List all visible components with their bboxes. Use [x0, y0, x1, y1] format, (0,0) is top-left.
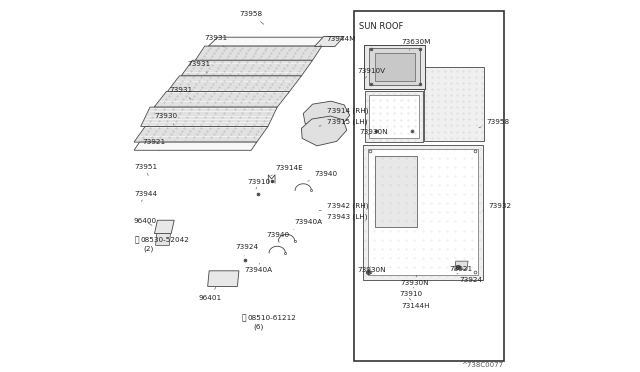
Text: 73958: 73958: [239, 11, 264, 24]
Polygon shape: [363, 145, 483, 280]
Text: ^738C0077: ^738C0077: [461, 362, 503, 368]
Text: 08530-52042: 08530-52042: [141, 237, 189, 243]
Polygon shape: [209, 37, 331, 46]
Text: 73914E: 73914E: [271, 165, 303, 176]
Polygon shape: [454, 261, 468, 270]
Text: 73924: 73924: [235, 244, 259, 256]
Polygon shape: [156, 234, 170, 246]
Text: 73924: 73924: [457, 273, 483, 283]
Polygon shape: [134, 126, 268, 142]
Polygon shape: [365, 91, 424, 142]
Text: 73940A: 73940A: [244, 263, 272, 273]
Text: (2): (2): [143, 245, 154, 252]
Text: 73930N: 73930N: [359, 129, 388, 135]
Text: 73958: 73958: [479, 119, 510, 128]
Polygon shape: [301, 116, 347, 146]
Text: 73630M: 73630M: [401, 39, 431, 50]
Text: Ⓢ: Ⓢ: [135, 236, 140, 245]
Text: 73940: 73940: [308, 171, 338, 181]
Text: 73930N: 73930N: [357, 267, 386, 273]
Text: 73910V: 73910V: [357, 68, 385, 78]
Text: 73942 (RH): 73942 (RH): [319, 202, 368, 211]
Text: 73951: 73951: [135, 164, 158, 176]
Polygon shape: [369, 95, 419, 138]
Polygon shape: [375, 156, 417, 227]
Text: SUN ROOF: SUN ROOF: [358, 22, 403, 31]
Polygon shape: [134, 142, 257, 150]
Polygon shape: [375, 53, 415, 81]
Text: 73930N: 73930N: [401, 275, 429, 286]
Text: 73931: 73931: [204, 35, 227, 47]
Polygon shape: [369, 48, 420, 85]
Text: 96400: 96400: [134, 218, 157, 225]
Text: 73940: 73940: [266, 232, 289, 243]
Text: 73931: 73931: [187, 61, 211, 73]
Polygon shape: [303, 101, 349, 130]
Polygon shape: [154, 92, 289, 107]
Text: 73910: 73910: [247, 179, 270, 189]
Text: 73932: 73932: [483, 203, 511, 211]
Text: Ⓢ: Ⓢ: [241, 314, 246, 323]
Polygon shape: [181, 60, 312, 76]
Text: 96401: 96401: [198, 287, 222, 301]
Text: 73921: 73921: [142, 139, 165, 151]
Text: 73943 (LH): 73943 (LH): [319, 213, 367, 221]
Text: (6): (6): [253, 323, 263, 330]
Polygon shape: [364, 45, 425, 89]
Text: 73931: 73931: [170, 87, 193, 99]
Bar: [354, 11, 504, 361]
Text: 73915 (LH): 73915 (LH): [319, 119, 367, 126]
Text: 73910: 73910: [399, 287, 422, 297]
Text: 73944M: 73944M: [320, 36, 356, 45]
Polygon shape: [168, 76, 301, 92]
Text: 73940A: 73940A: [294, 219, 323, 230]
Text: 73944: 73944: [134, 191, 157, 202]
Text: 08510-61212: 08510-61212: [247, 315, 296, 321]
Text: 73914 (RH): 73914 (RH): [320, 108, 368, 118]
Polygon shape: [424, 67, 484, 141]
Text: 73921: 73921: [449, 265, 472, 272]
Text: 73144H: 73144H: [402, 298, 431, 309]
Polygon shape: [207, 271, 239, 286]
Polygon shape: [314, 36, 344, 46]
Polygon shape: [154, 220, 174, 234]
Polygon shape: [141, 107, 277, 126]
Text: 73930: 73930: [154, 113, 177, 125]
Polygon shape: [367, 149, 478, 275]
Polygon shape: [195, 46, 322, 60]
